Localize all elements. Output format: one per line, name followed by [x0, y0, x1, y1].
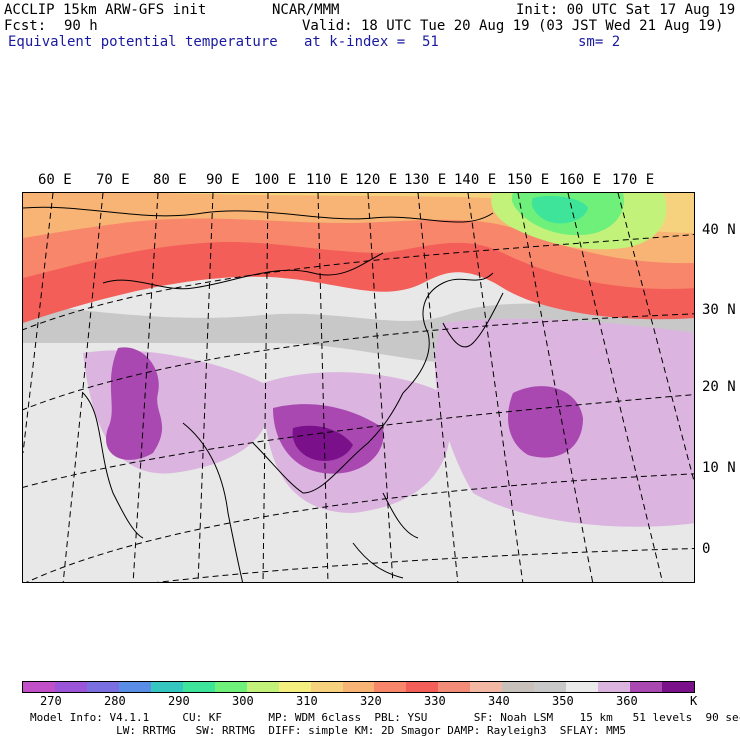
- lon-label: 140 E: [454, 172, 497, 188]
- model-info-line2: LW: RRTMG SW: RRTMG DIFF: simple KM: 2D …: [30, 724, 627, 737]
- init-time: Init: 00 UTC Sat 17 Aug 19: [516, 2, 736, 18]
- colorbar-tick: 340: [488, 694, 510, 708]
- colorbar-swatch: [470, 682, 503, 692]
- colorbar-swatch: [406, 682, 439, 692]
- colorbar-tick: 270: [40, 694, 62, 708]
- colorbar-unit: K: [690, 694, 698, 708]
- colorbar-tick: 360: [616, 694, 638, 708]
- colorbar-swatch: [598, 682, 631, 692]
- colorbar-swatch: [374, 682, 407, 692]
- colorbar-tick: 280: [104, 694, 126, 708]
- center-label: NCAR/MMM: [272, 2, 340, 18]
- colorbar-swatch: [630, 682, 663, 692]
- colorbar-swatch: [118, 682, 151, 692]
- lon-label: 170 E: [612, 172, 655, 188]
- lon-label: 80 E: [153, 172, 187, 188]
- colorbar-swatch: [310, 682, 343, 692]
- colorbar-swatch: [150, 682, 183, 692]
- colorbar-tick: 310: [296, 694, 318, 708]
- colorbar-tick: 330: [424, 694, 446, 708]
- level-label: at k-index = 51: [304, 34, 439, 50]
- lat-label: 10 N: [702, 460, 736, 476]
- colorbar-swatch: [54, 682, 87, 692]
- colorbar-tick: 290: [168, 694, 190, 708]
- valid-time: Valid: 18 UTC Tue 20 Aug 19 (03 JST Wed …: [302, 18, 724, 34]
- colorbar-swatch: [214, 682, 247, 692]
- colorbar-tick: 320: [360, 694, 382, 708]
- lon-label: 90 E: [206, 172, 240, 188]
- lon-label: 160 E: [559, 172, 602, 188]
- smoothing-label: sm= 2: [578, 34, 621, 50]
- colorbar-swatch: [246, 682, 279, 692]
- lon-label: 100 E: [254, 172, 297, 188]
- lon-label: 130 E: [404, 172, 447, 188]
- lon-label: 60 E: [38, 172, 72, 188]
- colorbar-tick: 350: [552, 694, 574, 708]
- lat-label: 30 N: [702, 302, 736, 318]
- colorbar-swatch: [502, 682, 535, 692]
- model-info-line1: Model Info: V4.1.1 CU: KF MP: WDM 6class…: [30, 711, 740, 724]
- forecast-hour: 90 h: [64, 18, 98, 34]
- colorbar-swatch: [534, 682, 567, 692]
- lat-label: 20 N: [702, 379, 736, 395]
- colorbar-swatch: [438, 682, 471, 692]
- colorbar: [22, 681, 695, 693]
- colorbar-swatch: [86, 682, 119, 692]
- lon-label: 150 E: [507, 172, 550, 188]
- field-name: Equivalent potential temperature: [8, 34, 278, 50]
- theta-e-map: [22, 192, 695, 583]
- colorbar-swatch: [23, 682, 55, 692]
- lon-label: 70 E: [96, 172, 130, 188]
- lat-label: 0: [702, 541, 711, 557]
- colorbar-tick: 300: [232, 694, 254, 708]
- colorbar-swatch: [662, 682, 695, 692]
- colorbar-swatch: [278, 682, 311, 692]
- colorbar-swatch: [566, 682, 599, 692]
- lon-label: 110 E: [306, 172, 349, 188]
- model-title: ACCLIP 15km ARW-GFS init: [4, 2, 207, 18]
- colorbar-swatch: [342, 682, 375, 692]
- forecast-label: Fcst:: [4, 18, 47, 34]
- colorbar-swatch: [182, 682, 215, 692]
- lon-label: 120 E: [355, 172, 398, 188]
- lat-label: 40 N: [702, 222, 736, 238]
